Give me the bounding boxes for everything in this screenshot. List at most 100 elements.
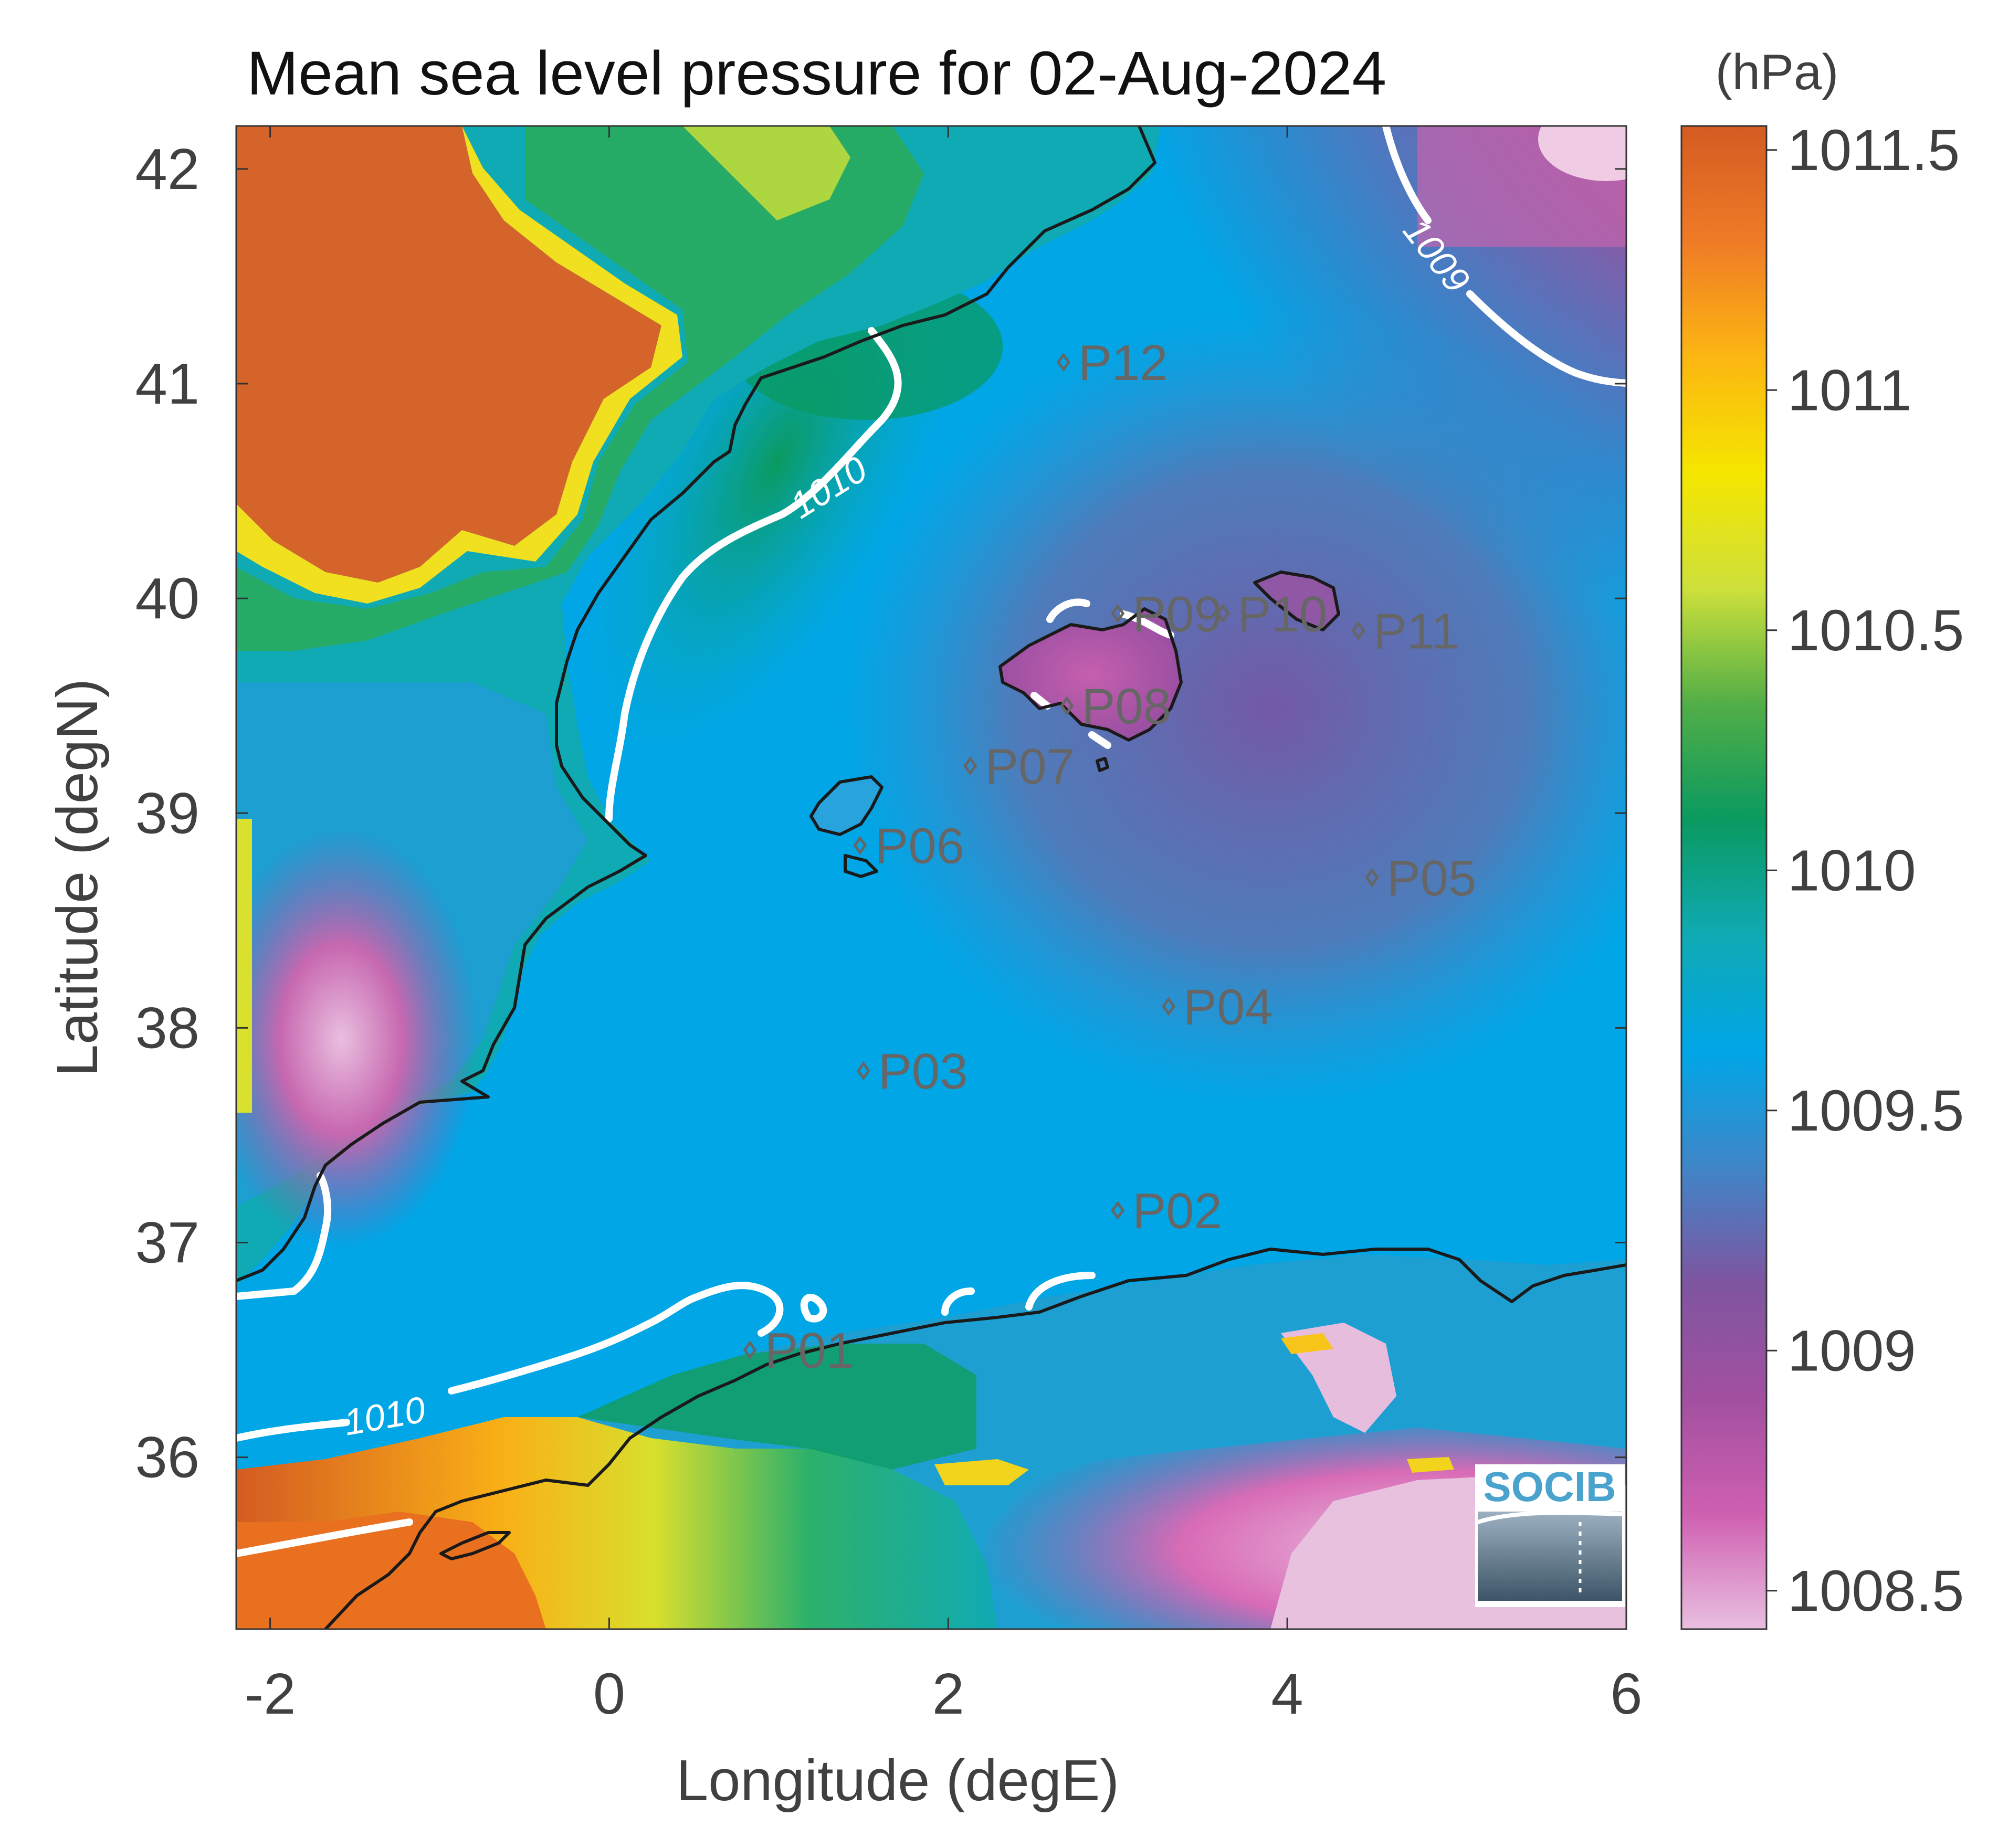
station-label: P05 xyxy=(1387,850,1477,906)
station-label: P02 xyxy=(1132,1183,1222,1239)
alboran-island-coastline xyxy=(439,1531,511,1560)
contour-1010-africa-5 xyxy=(1025,1272,1096,1311)
socib-logo-text: SOCIB xyxy=(1483,1463,1616,1510)
contour-1010-africa-2 xyxy=(448,1282,784,1395)
x-tick-label: 0 xyxy=(593,1662,625,1726)
y-tick-label: 36 xyxy=(135,1425,199,1490)
y-tick-label: 39 xyxy=(135,781,199,846)
colorbar-tick-label: 1011 xyxy=(1787,358,1912,423)
andalusia-low xyxy=(236,829,478,1249)
y-tick-label: 40 xyxy=(135,566,199,631)
x-tick-label: 2 xyxy=(932,1662,964,1726)
station-label: P01 xyxy=(764,1323,854,1379)
socib-logo: SOCIB xyxy=(1475,1463,1625,1607)
map-plot-area[interactable]: 1010 1009 1010 P01P02P03P04P05P06P07P08P… xyxy=(205,0,1932,1629)
x-axis-label: Longitude (degE) xyxy=(676,1748,1119,1813)
station-label: P03 xyxy=(878,1043,968,1100)
station-label: P11 xyxy=(1373,603,1459,659)
colorbar-ticks: 1008.5 1009 1009.5 1010 1010.5 1011 1011.5 xyxy=(1766,118,1964,1623)
station-p06[interactable]: P06 xyxy=(853,818,964,874)
y-axis-ticks: 36 37 38 39 40 41 42 xyxy=(135,137,1626,1490)
contour-1010-africa xyxy=(236,1419,350,1442)
ibiza-land xyxy=(811,777,882,835)
africa-yellow-spots-3 xyxy=(1407,1457,1454,1473)
contour-1009-northeast xyxy=(1382,126,1432,224)
station-p11[interactable]: P11 xyxy=(1351,603,1459,659)
colorbar-units-label: (hPa) xyxy=(1716,44,1839,100)
x-axis-ticks: -2 0 2 4 6 xyxy=(245,126,1643,1726)
colorbar-tick-label: 1010.5 xyxy=(1787,598,1964,663)
station-marker-icon xyxy=(743,1340,757,1360)
x-tick-label: -2 xyxy=(245,1662,296,1726)
station-marker-icon xyxy=(853,836,867,855)
y-tick-label: 42 xyxy=(135,137,199,202)
station-label: P08 xyxy=(1081,679,1171,735)
formentera-coastline xyxy=(844,854,878,878)
colorbar-tick-label: 1009 xyxy=(1787,1318,1916,1383)
contour-1010-valencia xyxy=(605,327,902,822)
iberia-high-orange xyxy=(236,126,661,583)
colorbar-tick-label: 1008.5 xyxy=(1787,1559,1964,1623)
contour-1010-africa-4 xyxy=(941,1287,975,1316)
station-marker-icon xyxy=(1162,997,1176,1016)
contour-1009-northeast-2 xyxy=(1466,290,1626,387)
station-label: P07 xyxy=(985,738,1075,795)
africa-green-coast xyxy=(577,1344,976,1470)
pyrenees-strip xyxy=(682,126,850,220)
ibiza-coastline xyxy=(809,775,883,836)
station-label: P04 xyxy=(1183,979,1273,1035)
contour-1010-africa-3 xyxy=(800,1294,827,1323)
map-title: Mean sea level pressure for 02-Aug-2024 xyxy=(247,39,1386,108)
mallorca-coastline xyxy=(998,607,1183,742)
station-marker-icon xyxy=(1216,604,1230,624)
x-tick-label: 4 xyxy=(1271,1662,1303,1726)
y-tick-label: 38 xyxy=(135,996,199,1060)
station-marker-icon xyxy=(1365,868,1379,888)
y-axis-label: Latitude (degN) xyxy=(45,679,110,1076)
cabrera-coastline xyxy=(1096,757,1109,772)
station-p10[interactable]: P10 xyxy=(1216,586,1327,642)
station-marker-icon xyxy=(1351,621,1365,640)
station-p04[interactable]: P04 xyxy=(1162,979,1273,1035)
station-p03[interactable]: P03 xyxy=(856,1043,968,1100)
contour-1010-mallorca-4 xyxy=(1088,731,1111,749)
station-marker-icon xyxy=(963,756,977,776)
station-marker-icon xyxy=(1060,696,1074,715)
contour-1010-mallorca-1 xyxy=(1046,598,1090,623)
station-p01[interactable]: P01 xyxy=(743,1323,854,1379)
station-p08[interactable]: P08 xyxy=(1060,679,1171,735)
station-label: P09 xyxy=(1132,586,1222,642)
station-marker-icon xyxy=(1111,1200,1125,1220)
iberia-high-yellow-rim xyxy=(236,126,682,604)
station-p07[interactable]: P07 xyxy=(963,738,1075,795)
contour-1010-sw-coast xyxy=(236,1518,413,1557)
menorca-coastline xyxy=(1253,571,1340,631)
africa-yellow-spots-2 xyxy=(1281,1333,1333,1354)
station-p02[interactable]: P02 xyxy=(1111,1183,1222,1239)
colorbar[interactable] xyxy=(1680,125,1768,1630)
y-tick-label: 41 xyxy=(135,352,199,416)
plot-frame xyxy=(235,125,1627,1630)
north-africa-coastline xyxy=(324,1248,1626,1629)
colorbar-tick-label: 1011.5 xyxy=(1787,118,1960,183)
ne-corner-light xyxy=(1538,126,1626,181)
west-edge-green-strip xyxy=(236,819,252,1113)
contour-1010-mallorca-2 xyxy=(1120,610,1174,639)
station-label: P10 xyxy=(1237,586,1327,642)
x-tick-label: 6 xyxy=(1610,1662,1642,1726)
colorbar-tick-label: 1010 xyxy=(1787,838,1916,903)
station-p12[interactable]: P12 xyxy=(1056,335,1168,391)
contour-1010-mallorca-3 xyxy=(1030,692,1051,710)
station-p09[interactable]: P09 xyxy=(1111,586,1222,642)
station-marker-icon xyxy=(1111,604,1125,624)
station-marker-icon xyxy=(1056,352,1070,372)
station-p05[interactable]: P05 xyxy=(1365,850,1477,906)
station-marker-icon xyxy=(856,1061,870,1081)
africa-yellow-spots-1 xyxy=(934,1459,1029,1485)
station-label: P06 xyxy=(875,818,964,874)
iberia-coastline xyxy=(236,126,1156,1282)
iberia-green-slope xyxy=(236,126,924,651)
y-tick-label: 37 xyxy=(135,1211,199,1275)
